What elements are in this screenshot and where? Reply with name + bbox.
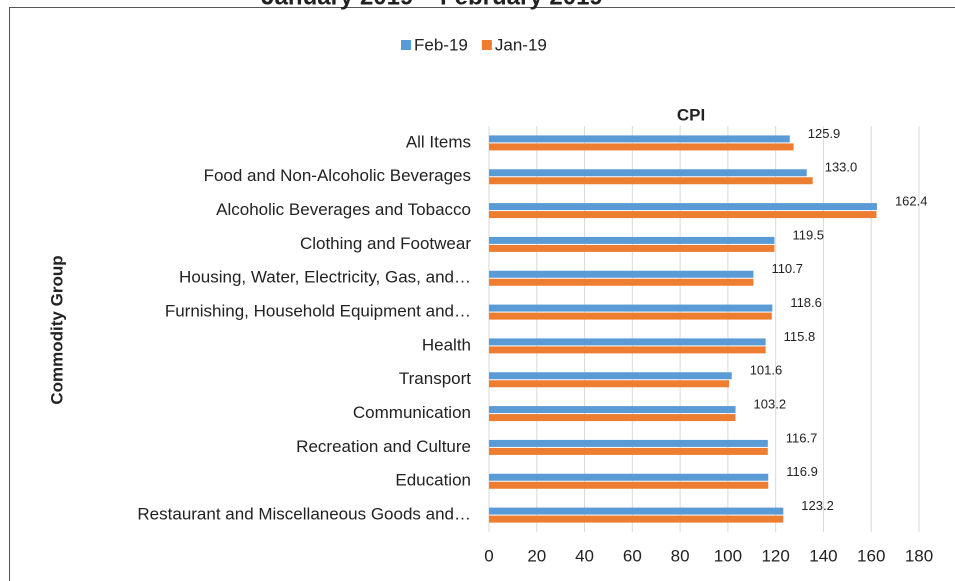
bar xyxy=(489,270,754,278)
x-tick-label: 40 xyxy=(575,546,594,565)
data-label: 116.7 xyxy=(786,430,818,445)
bar xyxy=(489,177,813,185)
bar xyxy=(489,143,794,151)
bar xyxy=(489,473,769,481)
y-tick-label: Furnishing, Household Equipment and… xyxy=(165,302,471,321)
bar xyxy=(489,515,784,523)
data-label: 133.0 xyxy=(825,160,858,175)
data-label: 103.2 xyxy=(754,397,787,412)
bar xyxy=(489,312,772,320)
x-tick-label: 180 xyxy=(905,546,933,565)
bar xyxy=(489,346,766,354)
bar xyxy=(489,414,736,422)
data-label: 119.5 xyxy=(792,227,824,242)
bar xyxy=(489,447,768,455)
x-tick-label: 60 xyxy=(623,546,642,565)
subtitle: CPI xyxy=(677,105,705,124)
bar xyxy=(489,507,784,515)
data-label: 123.2 xyxy=(801,498,834,513)
bar xyxy=(489,169,807,177)
y-tick-label: Restaurant and Miscellaneous Goods and… xyxy=(137,505,471,524)
x-tick-label: 160 xyxy=(857,546,885,565)
y-tick-label: Clothing and Footwear xyxy=(300,234,471,253)
data-label: 110.7 xyxy=(771,261,803,276)
x-tick-label: 0 xyxy=(484,546,493,565)
bar xyxy=(489,380,730,388)
data-label: 118.6 xyxy=(790,295,822,310)
bar xyxy=(489,372,732,380)
bar xyxy=(489,135,790,143)
data-label: 115.8 xyxy=(784,329,816,344)
y-tick-label: Alcoholic Beverages and Tobacco xyxy=(216,200,471,219)
bar xyxy=(489,278,754,286)
y-tick-label: Food and Non-Alcoholic Beverages xyxy=(204,166,471,185)
legend-swatch xyxy=(481,40,492,50)
y-tick-label: Communication xyxy=(353,403,471,422)
data-label: 101.6 xyxy=(750,363,783,378)
y-tick-label: Transport xyxy=(399,369,471,388)
bar xyxy=(489,304,773,312)
bar xyxy=(489,338,766,346)
legend-swatch xyxy=(401,40,411,50)
y-tick-label: Education xyxy=(395,471,471,490)
y-tick-label: Housing, Water, Electricity, Gas, and… xyxy=(179,268,471,287)
chart-frame xyxy=(9,7,955,581)
x-tick-label: 120 xyxy=(761,546,789,565)
bar xyxy=(489,203,877,211)
bar xyxy=(489,244,775,252)
data-label: 125.9 xyxy=(808,126,841,141)
bar xyxy=(489,406,736,414)
x-tick-label: 80 xyxy=(671,546,690,565)
legend-label: Feb-19 xyxy=(414,35,468,54)
y-tick-label: Recreation and Culture xyxy=(296,437,471,456)
bar xyxy=(489,439,768,447)
legend-label: Jan-19 xyxy=(495,35,547,54)
data-label: 162.4 xyxy=(895,194,928,209)
y-axis-label: Commodity Group xyxy=(47,255,66,404)
bar xyxy=(489,236,775,244)
data-label: 116.9 xyxy=(786,464,818,479)
bar xyxy=(489,481,769,489)
x-tick-label: 100 xyxy=(714,546,742,565)
y-tick-label: All Items xyxy=(406,132,471,151)
x-tick-label: 140 xyxy=(809,546,837,565)
bar xyxy=(489,211,877,219)
chart-title: January 2019 – February 2019 xyxy=(261,0,603,10)
y-tick-label: Health xyxy=(422,335,471,354)
x-tick-label: 20 xyxy=(527,546,546,565)
